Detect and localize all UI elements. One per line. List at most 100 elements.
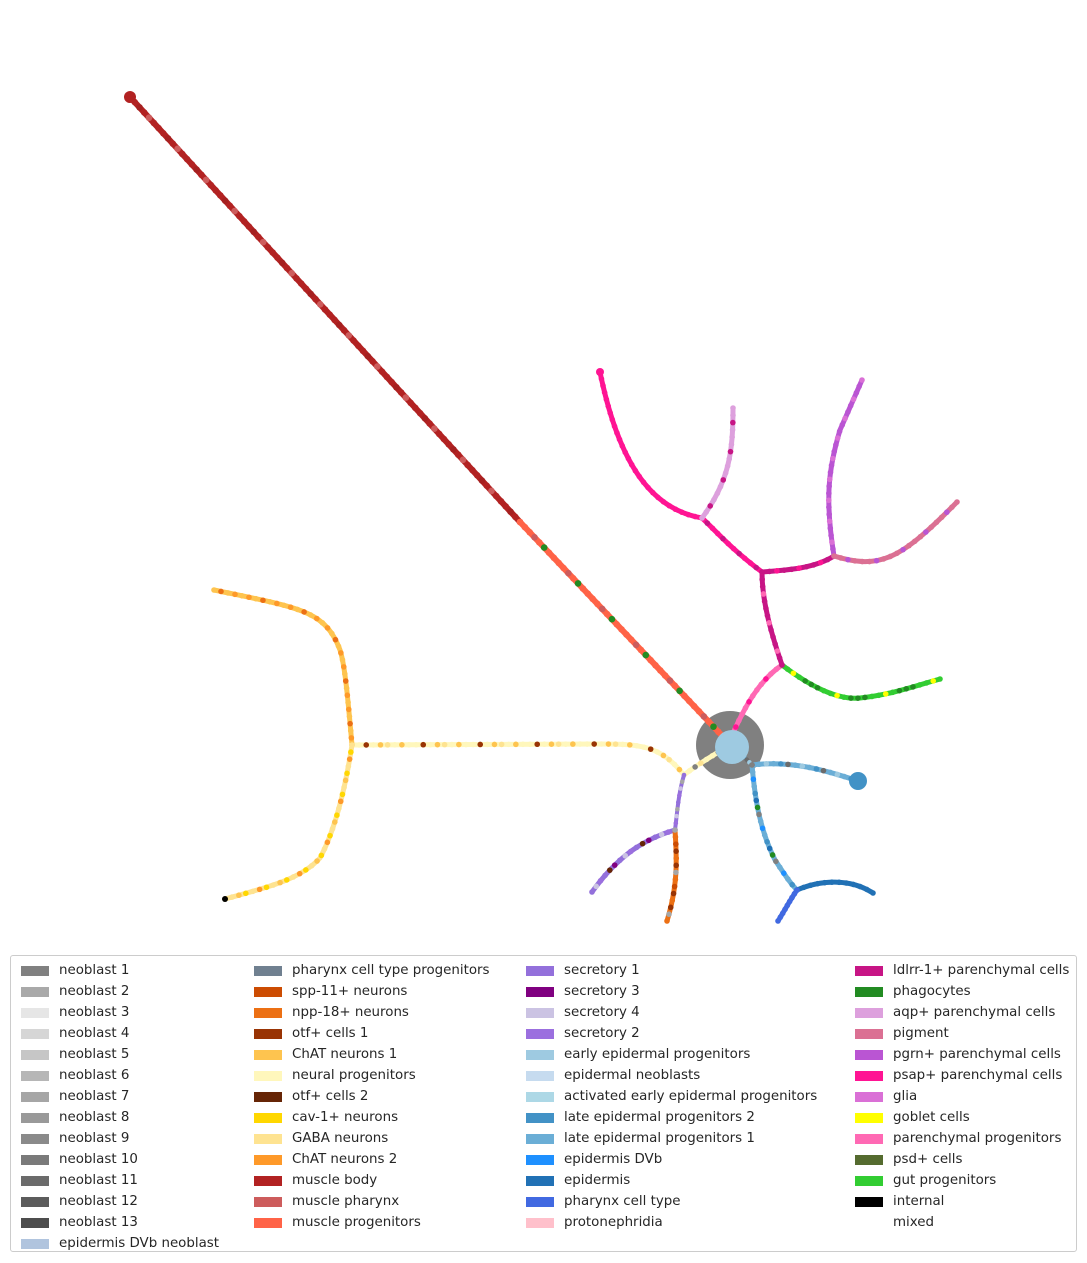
chat-neurons-1-branch-cell bbox=[301, 609, 307, 615]
neural-progenitors-branch-cell bbox=[384, 742, 391, 748]
muscle-progenitors-branch-cell bbox=[715, 728, 722, 736]
secretory-branch-cell bbox=[622, 852, 629, 859]
legend-label: epidermis DVb neoblast bbox=[59, 1236, 220, 1251]
otf-cells-branch-cell bbox=[666, 911, 672, 918]
muscle-progenitors-branch-cell bbox=[710, 723, 717, 730]
muscle-body-branch-cell bbox=[321, 306, 329, 313]
legend-label: gut progenitors bbox=[893, 1173, 997, 1188]
muscle-body-branch-cell bbox=[264, 244, 272, 251]
neural-progenitors-branch-cell bbox=[399, 741, 405, 748]
chat-neurons-1-branch-cell bbox=[343, 685, 350, 691]
legend-swatch bbox=[21, 1029, 49, 1039]
legend-label: secretory 3 bbox=[564, 984, 640, 999]
legend-swatch bbox=[254, 1071, 282, 1081]
epidermis-stem-cell bbox=[749, 769, 756, 775]
ldlrr-branch-cell bbox=[781, 567, 788, 573]
cav-neurons-branch-cell bbox=[327, 832, 333, 839]
neural-progenitors-branch-cell bbox=[513, 741, 519, 748]
legend-label: npp-18+ neurons bbox=[292, 1005, 409, 1020]
cav-neurons-branch-cell bbox=[341, 784, 347, 791]
cav-neurons-branch-cell bbox=[303, 867, 309, 873]
legend-label: glia bbox=[893, 1089, 918, 1104]
legend-swatch bbox=[21, 1155, 49, 1165]
parenchymal-stem-cell bbox=[764, 612, 771, 619]
legend-label: early epidermal progenitors bbox=[564, 1047, 751, 1062]
legend-label: ChAT neurons 1 bbox=[292, 1047, 398, 1062]
cav-neurons-branch-cell bbox=[345, 763, 352, 770]
legend-label: neoblast 6 bbox=[59, 1068, 130, 1083]
parenchymal-stem-cell bbox=[759, 583, 766, 590]
muscle-body-branch-cell bbox=[464, 461, 471, 469]
late-epidermal-progenitors-branch-cell bbox=[792, 762, 798, 768]
legend-label: secretory 4 bbox=[564, 1005, 640, 1020]
gut-progenitors-branch-cell bbox=[841, 694, 847, 700]
neural-progenitors-branch-cell bbox=[413, 741, 419, 748]
muscle-body-branch-cell bbox=[179, 150, 186, 158]
aqp-branch-cell bbox=[727, 448, 734, 455]
pgrn-branch-cell bbox=[836, 428, 843, 435]
aqp-branch-cell bbox=[730, 412, 736, 419]
aqp-branch-cell bbox=[717, 483, 724, 490]
pgrn-branch-cell bbox=[826, 518, 833, 525]
pgrn-branch-cell bbox=[833, 442, 839, 448]
gut-progenitors-branch-cell bbox=[796, 674, 803, 680]
muscle-body-branch-cell bbox=[469, 466, 476, 474]
muscle-progenitors-branch-cell bbox=[705, 718, 712, 725]
pgrn-branch-cell bbox=[828, 532, 834, 538]
secretory-stem-cell bbox=[681, 772, 687, 778]
muscle-body-branch-cell bbox=[245, 223, 253, 230]
legend-swatch bbox=[526, 1176, 554, 1186]
otf-cells-branch-cell bbox=[664, 918, 670, 924]
late-epidermal-progenitors-branch-cell bbox=[756, 761, 762, 768]
cav-neurons-branch-cell bbox=[263, 884, 270, 891]
legend-swatch bbox=[21, 1071, 49, 1081]
psap-stem-cell bbox=[709, 525, 716, 532]
aqp-branch bbox=[699, 405, 736, 521]
pgrn-branch-cell bbox=[845, 409, 851, 415]
secretory-branch-cell bbox=[597, 877, 604, 884]
psap-branch-cell bbox=[632, 467, 639, 474]
neural-progenitors-branch-cell bbox=[660, 752, 667, 759]
muscle-body-branch-cell bbox=[502, 503, 510, 510]
muscle-progenitors-branch-cell bbox=[627, 636, 635, 643]
epidermis-stem-cell bbox=[751, 783, 758, 790]
legend-swatch bbox=[526, 1134, 554, 1144]
neural-progenitors-branch-cell bbox=[598, 741, 605, 747]
epidermis-branch-cell bbox=[836, 879, 842, 886]
pharynx-cell-type-branch-cell bbox=[775, 918, 781, 924]
muscle-progenitors-branch-cell bbox=[565, 569, 572, 577]
psap-branch bbox=[597, 369, 705, 521]
otf-cells-branch-cell bbox=[673, 862, 680, 869]
neural-progenitors-stem-cell bbox=[698, 760, 704, 766]
cav-neurons-branch-cell bbox=[229, 894, 235, 900]
muscle-body-branch-cell bbox=[188, 161, 196, 168]
chat-neurons-1-branch-cell bbox=[225, 590, 231, 596]
muscle-body-branch-cell bbox=[492, 492, 500, 500]
secretory-branch-cell bbox=[607, 867, 613, 873]
muscle-progenitors-branch-cell bbox=[540, 544, 548, 551]
epidermis-stem-cell bbox=[769, 852, 776, 858]
neoblast-core bbox=[715, 730, 749, 764]
chat-neurons-1-branch-cell bbox=[260, 597, 266, 604]
muscle-body-branch-cell bbox=[388, 378, 395, 386]
muscle-body-branch-cell bbox=[497, 497, 505, 505]
neural-progenitors-branch-cell bbox=[584, 741, 590, 747]
legend-swatch bbox=[526, 987, 554, 997]
muscle-body-branch-cell bbox=[198, 171, 205, 179]
muscle-progenitors-branch-cell bbox=[671, 682, 679, 690]
chat-neurons-1-branch-cell bbox=[232, 591, 238, 598]
otf-cells-branch-cell bbox=[672, 876, 679, 883]
muscle-progenitors-branch-cell bbox=[618, 626, 625, 633]
epidermis-stem-cell bbox=[749, 762, 755, 768]
secretory-stem-cell bbox=[674, 813, 679, 819]
legend-swatch bbox=[254, 1134, 282, 1144]
secretory-stem-cell bbox=[675, 806, 680, 812]
neural-progenitors-branch bbox=[349, 741, 687, 778]
otf-cells-branch-cell bbox=[669, 897, 676, 904]
muscle-body-branch-cell bbox=[412, 404, 419, 412]
legend-swatch bbox=[21, 1176, 49, 1186]
muscle-body-branch-cell bbox=[212, 186, 219, 194]
neural-progenitors-branch-cell bbox=[498, 741, 505, 748]
pigment-branch-cell bbox=[944, 509, 950, 516]
parenchymal-progenitors-branch-cell bbox=[746, 699, 752, 705]
